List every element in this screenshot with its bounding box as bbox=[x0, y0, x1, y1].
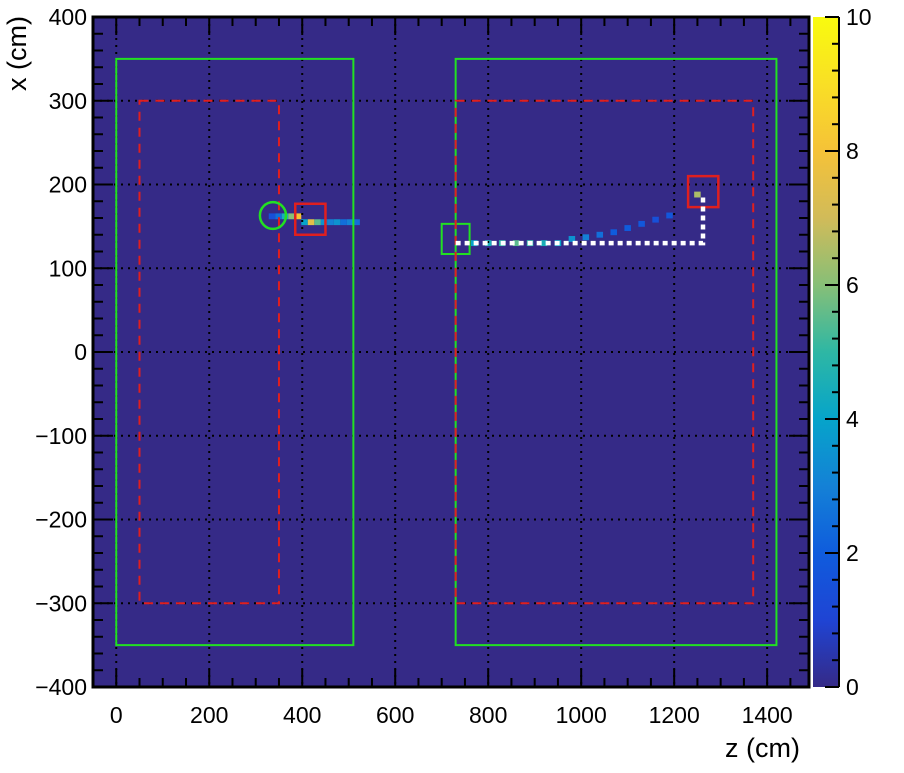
colorbar-tick-label: 8 bbox=[846, 138, 859, 164]
y-tick-label: −400 bbox=[35, 674, 87, 700]
heatmap-cell bbox=[307, 219, 315, 226]
axis-ticks bbox=[92, 16, 809, 688]
x-tick-label: 600 bbox=[376, 702, 414, 728]
heatmap-cell bbox=[596, 231, 604, 238]
heatmap-cell bbox=[484, 240, 492, 247]
y-tick-label: −200 bbox=[35, 507, 87, 533]
green-marker-circle bbox=[258, 200, 288, 231]
colorbar bbox=[813, 17, 839, 687]
colorbar-tick-label: 0 bbox=[846, 674, 859, 700]
heatmap-cell bbox=[568, 236, 576, 242]
green-box bbox=[115, 57, 355, 647]
y-tick-label: 400 bbox=[49, 4, 87, 30]
x-tick-label: 0 bbox=[110, 702, 123, 728]
heatmap-cell bbox=[288, 213, 295, 220]
x-tick-label: 1000 bbox=[556, 702, 607, 728]
y-tick-label: 100 bbox=[49, 255, 87, 281]
y-tick-label: −300 bbox=[35, 590, 87, 616]
heatmap-cell bbox=[333, 219, 341, 226]
heatmap-cell bbox=[314, 219, 321, 226]
heatmap-cell bbox=[582, 234, 590, 241]
red-dashed-box bbox=[138, 99, 280, 605]
heatmap-cell bbox=[638, 220, 645, 227]
x-tick-label: 800 bbox=[469, 702, 507, 728]
x-tick-label: 400 bbox=[283, 702, 321, 728]
heatmap-cell bbox=[346, 219, 354, 226]
heatmap-cell bbox=[327, 219, 334, 226]
heatmap-cell bbox=[512, 240, 520, 247]
y-tick-label: 300 bbox=[49, 88, 87, 114]
heatmap-cell bbox=[340, 219, 347, 226]
heatmap-cell bbox=[540, 240, 548, 247]
red-marker-square bbox=[293, 202, 327, 236]
heatmap-cell bbox=[268, 213, 276, 220]
heatmap-cell bbox=[610, 229, 617, 236]
x-tick-label: 1200 bbox=[649, 702, 700, 728]
x-tick-label: 200 bbox=[190, 702, 228, 728]
heatmap-cell bbox=[275, 213, 282, 220]
heatmap-cell bbox=[666, 212, 673, 219]
y-tick-labels: −400 −300 −200 −100 0 100 200 300 400 bbox=[35, 4, 87, 700]
heatmap-cell bbox=[301, 219, 308, 226]
red-dashed-box bbox=[454, 99, 755, 605]
x-axis-title: z (cm) bbox=[725, 733, 800, 763]
colorbar-tick-label: 4 bbox=[846, 406, 859, 432]
overlay-shapes bbox=[115, 57, 778, 647]
heatmap-cell bbox=[652, 216, 659, 223]
y-tick-label: −100 bbox=[35, 423, 87, 449]
x-tick-label: 1400 bbox=[742, 702, 793, 728]
y-axis-title: x (cm) bbox=[2, 16, 32, 91]
heatmap-cell bbox=[624, 225, 631, 231]
heatmap-cell bbox=[353, 219, 360, 226]
colorbar-tick-label: 2 bbox=[846, 540, 859, 566]
x-tick-labels: 0 200 400 600 800 1000 1200 1400 bbox=[110, 702, 793, 728]
colorbar-tick-label: 6 bbox=[846, 272, 859, 298]
y-tick-label: 0 bbox=[74, 339, 87, 365]
colorbar-tick-labels: 0 2 4 6 8 10 bbox=[846, 4, 872, 700]
white-dotted-path bbox=[455, 194, 706, 246]
heatmap-cell bbox=[320, 219, 328, 226]
heatmap-cell bbox=[294, 213, 302, 220]
y-tick-label: 200 bbox=[49, 172, 87, 198]
colorbar-tick-label: 10 bbox=[846, 4, 872, 30]
colorbar-ticks bbox=[825, 16, 840, 688]
heatmap-cell bbox=[694, 191, 701, 198]
